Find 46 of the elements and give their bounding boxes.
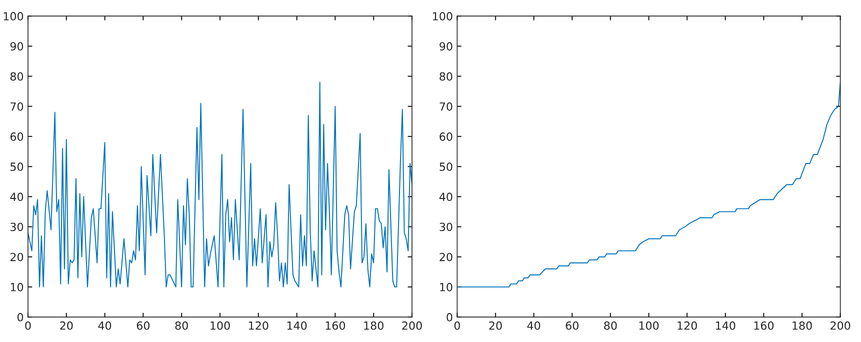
y-tick-label: 80	[440, 72, 452, 81]
x-tick-label: 200	[402, 321, 422, 330]
x-tick-label: 60	[566, 321, 578, 330]
line-series	[457, 82, 840, 288]
y-tick-label: 80	[10, 72, 24, 81]
y-tick-label: 0	[17, 313, 24, 322]
x-tick-label: 80	[604, 321, 617, 330]
x-tick-label: 180	[792, 321, 812, 330]
x-tick-label: 40	[527, 321, 540, 330]
x-tick-label: 40	[98, 321, 112, 330]
x-tick-label: 0	[25, 321, 31, 330]
x-tick-label: 20	[60, 321, 73, 330]
y-tick-label: 0	[446, 313, 452, 322]
y-tick-label: 100	[4, 12, 24, 20]
y-tick-label: 40	[10, 192, 24, 202]
y-tick-label: 20	[10, 252, 24, 262]
x-tick-label: 160	[326, 321, 346, 330]
x-tick-label: 0	[454, 321, 460, 330]
line-series	[28, 82, 412, 288]
x-tick-label: 200	[830, 321, 850, 330]
x-tick-label: 120	[249, 321, 268, 330]
y-tick-label: 70	[10, 102, 24, 111]
x-tick-label: 160	[754, 321, 774, 330]
x-tick-label: 140	[287, 321, 307, 330]
y-tick-label: 30	[440, 222, 452, 232]
x-tick-label: 80	[175, 321, 188, 330]
y-tick-label: 60	[10, 132, 24, 141]
y-tick-label: 20	[440, 252, 452, 262]
x-tick-label: 20	[489, 321, 502, 330]
x-tick-label: 180	[364, 321, 384, 330]
x-tick-label: 60	[136, 321, 150, 330]
x-tick-label: 100	[210, 321, 230, 330]
x-tick-label: 140	[716, 321, 736, 330]
y-tick-label: 10	[10, 282, 24, 292]
y-tick-label: 30	[10, 222, 24, 232]
y-tick-label: 50	[440, 162, 452, 171]
y-tick-label: 60	[440, 132, 452, 141]
x-tick-label: 120	[678, 321, 697, 330]
x-tick-label: 100	[639, 321, 659, 330]
y-tick-label: 50	[10, 162, 24, 171]
y-tick-label: 90	[440, 42, 452, 51]
y-tick-label: 10	[440, 282, 452, 292]
y-tick-label: 70	[440, 102, 452, 111]
y-tick-label: 40	[439, 192, 452, 202]
y-tick-label: 100	[433, 12, 452, 20]
y-tick-label: 90	[10, 42, 24, 51]
